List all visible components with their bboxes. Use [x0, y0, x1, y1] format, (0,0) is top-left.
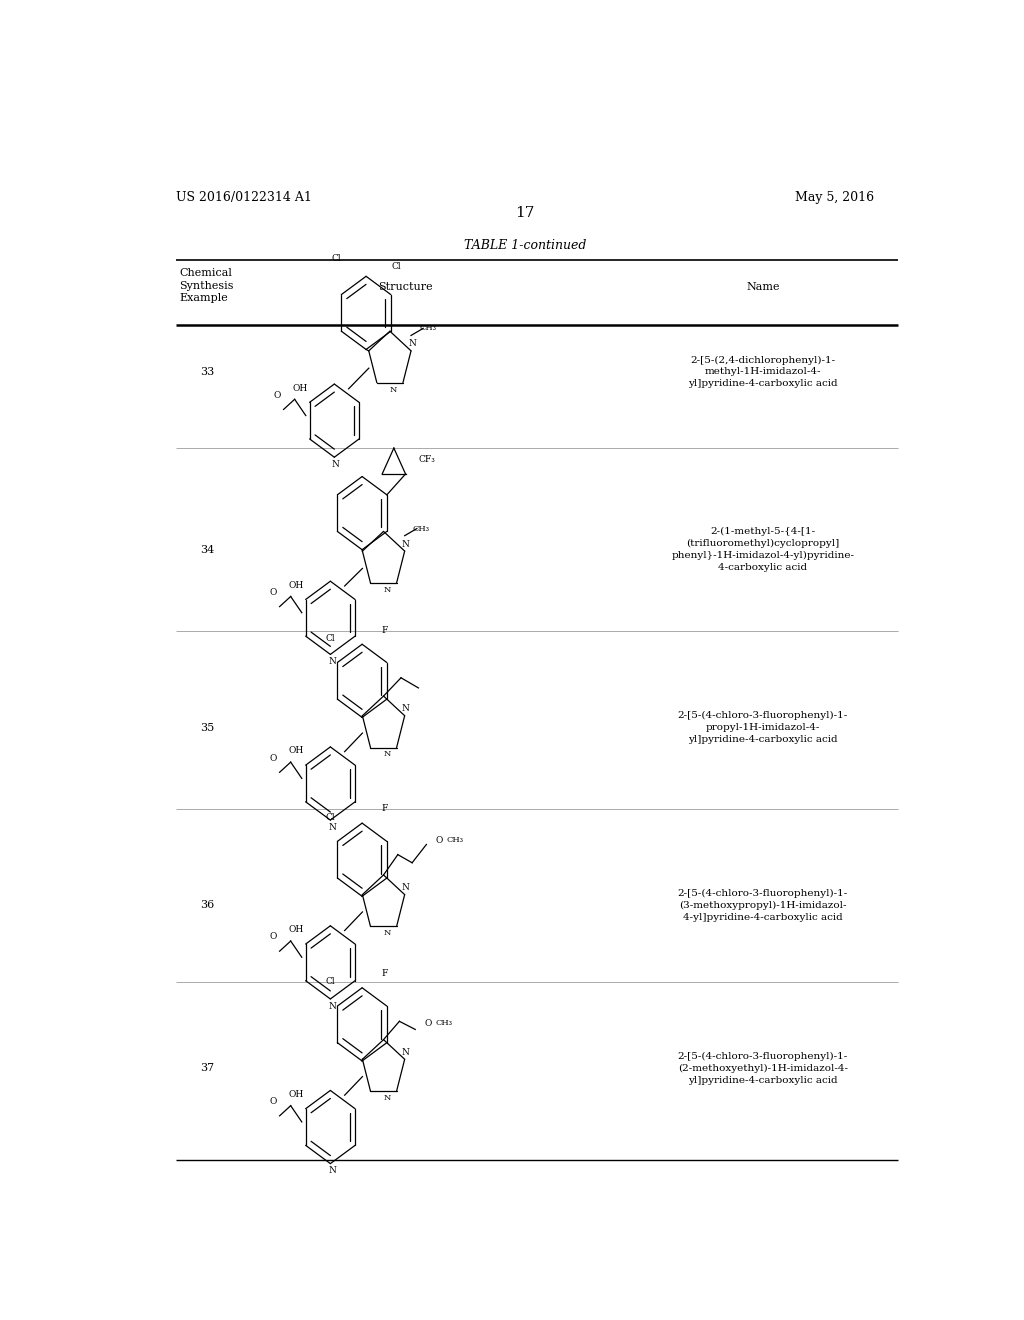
Text: O: O	[273, 391, 281, 400]
Text: 35: 35	[201, 722, 214, 733]
Text: 37: 37	[201, 1063, 214, 1073]
Text: N: N	[384, 750, 391, 759]
Text: F: F	[381, 626, 387, 635]
Text: N: N	[401, 1048, 410, 1057]
Text: N: N	[384, 929, 391, 937]
Text: CH₃: CH₃	[435, 1019, 453, 1027]
Text: 17: 17	[515, 206, 535, 220]
Text: CH₃: CH₃	[419, 325, 436, 333]
Text: Chemical
Synthesis
Example: Chemical Synthesis Example	[179, 268, 234, 304]
Text: F: F	[381, 804, 387, 813]
Text: Cl: Cl	[391, 261, 401, 271]
Text: N: N	[328, 1002, 336, 1011]
Text: Cl: Cl	[326, 977, 335, 986]
Text: 36: 36	[201, 900, 214, 911]
Text: 2-(1-methyl-5-{4-[1-
(trifluoromethyl)cyclopropyl]
phenyl}-1H-imidazol-4-yl)pyri: 2-(1-methyl-5-{4-[1- (trifluoromethyl)cy…	[672, 527, 854, 572]
Text: N: N	[401, 540, 410, 549]
Text: N: N	[328, 657, 336, 667]
Text: 2-[5-(2,4-dichlorophenyl)-1-
methyl-1H-imidazol-4-
yl]pyridine-4-carboxylic acid: 2-[5-(2,4-dichlorophenyl)-1- methyl-1H-i…	[688, 355, 838, 388]
Text: O: O	[269, 932, 276, 941]
Text: OH: OH	[289, 747, 304, 755]
Text: Cl: Cl	[326, 813, 335, 821]
Text: O: O	[269, 1097, 276, 1106]
Text: O: O	[269, 587, 276, 597]
Text: Cl: Cl	[331, 253, 341, 263]
Text: OH: OH	[293, 384, 308, 392]
Text: 34: 34	[201, 545, 214, 554]
Text: CH₃: CH₃	[413, 524, 430, 532]
Text: 33: 33	[201, 367, 214, 376]
Text: OH: OH	[289, 1090, 304, 1100]
Text: N: N	[401, 705, 410, 713]
Text: CF₃: CF₃	[419, 455, 435, 463]
Text: Cl: Cl	[326, 634, 335, 643]
Text: O: O	[435, 836, 442, 845]
Text: Structure: Structure	[379, 282, 433, 293]
Text: 2-[5-(4-chloro-3-fluorophenyl)-1-
propyl-1H-imidazol-4-
yl]pyridine-4-carboxylic: 2-[5-(4-chloro-3-fluorophenyl)-1- propyl…	[678, 711, 848, 744]
Text: US 2016/0122314 A1: US 2016/0122314 A1	[176, 191, 311, 203]
Text: N: N	[401, 883, 410, 892]
Text: O: O	[269, 754, 276, 763]
Text: 2-[5-(4-chloro-3-fluorophenyl)-1-
(2-methoxyethyl)-1H-imidazol-4-
yl]pyridine-4-: 2-[5-(4-chloro-3-fluorophenyl)-1- (2-met…	[678, 1052, 848, 1085]
Text: N: N	[384, 1094, 391, 1102]
Text: N: N	[409, 339, 416, 348]
Text: 2-[5-(4-chloro-3-fluorophenyl)-1-
(3-methoxypropyl)-1H-imidazol-
4-yl]pyridine-4: 2-[5-(4-chloro-3-fluorophenyl)-1- (3-met…	[678, 888, 848, 921]
Text: N: N	[328, 1167, 336, 1175]
Text: Name: Name	[746, 282, 779, 293]
Text: N: N	[389, 385, 397, 393]
Text: F: F	[381, 969, 387, 978]
Text: CH₃: CH₃	[446, 837, 464, 845]
Text: O: O	[424, 1019, 432, 1028]
Text: N: N	[384, 586, 391, 594]
Text: OH: OH	[289, 925, 304, 935]
Text: TABLE 1-continued: TABLE 1-continued	[464, 239, 586, 252]
Text: May 5, 2016: May 5, 2016	[795, 191, 873, 203]
Text: N: N	[328, 822, 336, 832]
Text: N: N	[332, 459, 340, 469]
Text: OH: OH	[289, 581, 304, 590]
